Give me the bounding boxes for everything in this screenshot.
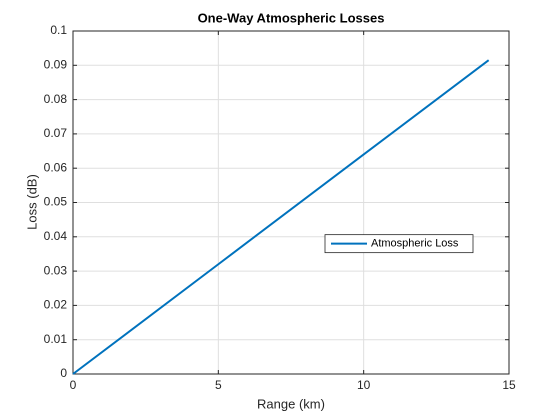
y-tick-label: 0.07: [44, 126, 68, 140]
y-tick-label: 0.09: [44, 57, 68, 71]
y-tick-label: 0.1: [50, 23, 67, 37]
y-tick-label: 0.04: [44, 229, 68, 243]
y-tick-label: 0: [60, 366, 67, 380]
y-tick-label: 0.08: [44, 92, 68, 106]
y-tick-label: 0.01: [44, 332, 68, 346]
y-tick-label: 0.06: [44, 160, 68, 174]
x-axis-label: Range (km): [257, 396, 325, 411]
data-line: [72, 59, 490, 375]
x-tick-label: 15: [502, 378, 516, 392]
x-tick-label: 10: [357, 378, 371, 392]
y-tick-label: 0.02: [44, 298, 68, 312]
y-axis-label: Loss (dB): [24, 174, 39, 230]
chart-title: One-Way Atmospheric Losses: [198, 10, 385, 25]
y-tick-label: 0.03: [44, 263, 68, 277]
y-tick-label: 0.05: [44, 195, 68, 209]
axes-box: [72, 30, 510, 375]
legend-label: Atmospheric Loss: [371, 238, 459, 250]
x-tick-label: 0: [70, 378, 77, 392]
x-tick-label: 5: [215, 378, 222, 392]
legend-box: [324, 234, 474, 254]
